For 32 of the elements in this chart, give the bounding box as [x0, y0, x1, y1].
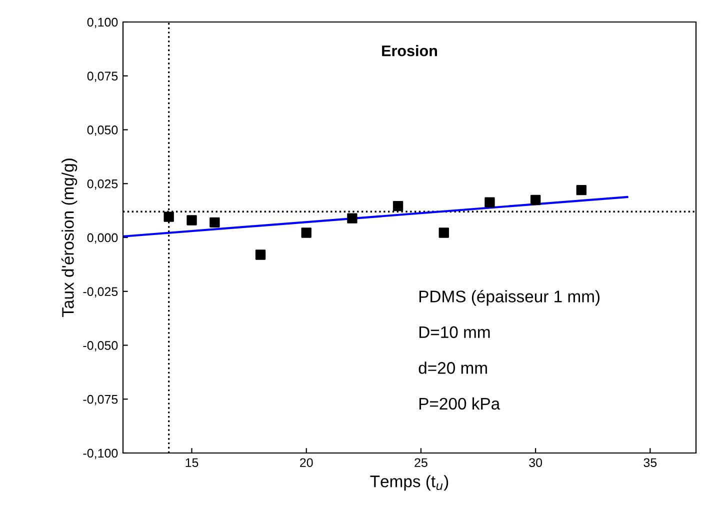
y-tick-label: -0,100: [83, 448, 118, 460]
point: [301, 228, 312, 238]
point: [484, 197, 495, 208]
y-tick-label: 0,075: [87, 72, 118, 82]
x-tick-label: 30: [529, 458, 542, 468]
point: [255, 250, 266, 260]
annotation: d=20 mm: [418, 362, 487, 374]
y-tick-label: -0,050: [83, 341, 118, 352]
y-tick-label: -0,025: [83, 287, 118, 298]
point: [438, 228, 449, 238]
x-tick-label: 25: [414, 458, 428, 468]
point: [392, 200, 404, 212]
x-tick-label: 20: [300, 458, 313, 468]
point: [576, 185, 586, 196]
point: [210, 217, 220, 228]
y-tick-label: 0,025: [87, 179, 118, 190]
y-tick-label: 0,100: [87, 18, 118, 28]
y-tick-label: 0,050: [87, 126, 118, 136]
x-tick-label: 35: [644, 458, 657, 468]
y-axis-title: Taux d'érosion (mg/g): [61, 158, 78, 317]
point: [347, 213, 358, 224]
x-axis-title: Temps (t$_{u}$): [370, 475, 448, 491]
point: [186, 215, 197, 226]
y-tick-label: -0,075: [83, 394, 118, 406]
annotation: D=10 mm: [419, 326, 490, 338]
point: [530, 194, 541, 206]
point: [164, 212, 174, 222]
annotation: PDMS (épaisseur 1 mm): [419, 290, 600, 306]
annotation: P=200 kPa: [419, 397, 500, 410]
x-tick-label: 15: [186, 458, 198, 468]
y-tick-label: 0,000: [87, 233, 118, 244]
text: Erosion: [382, 45, 437, 56]
